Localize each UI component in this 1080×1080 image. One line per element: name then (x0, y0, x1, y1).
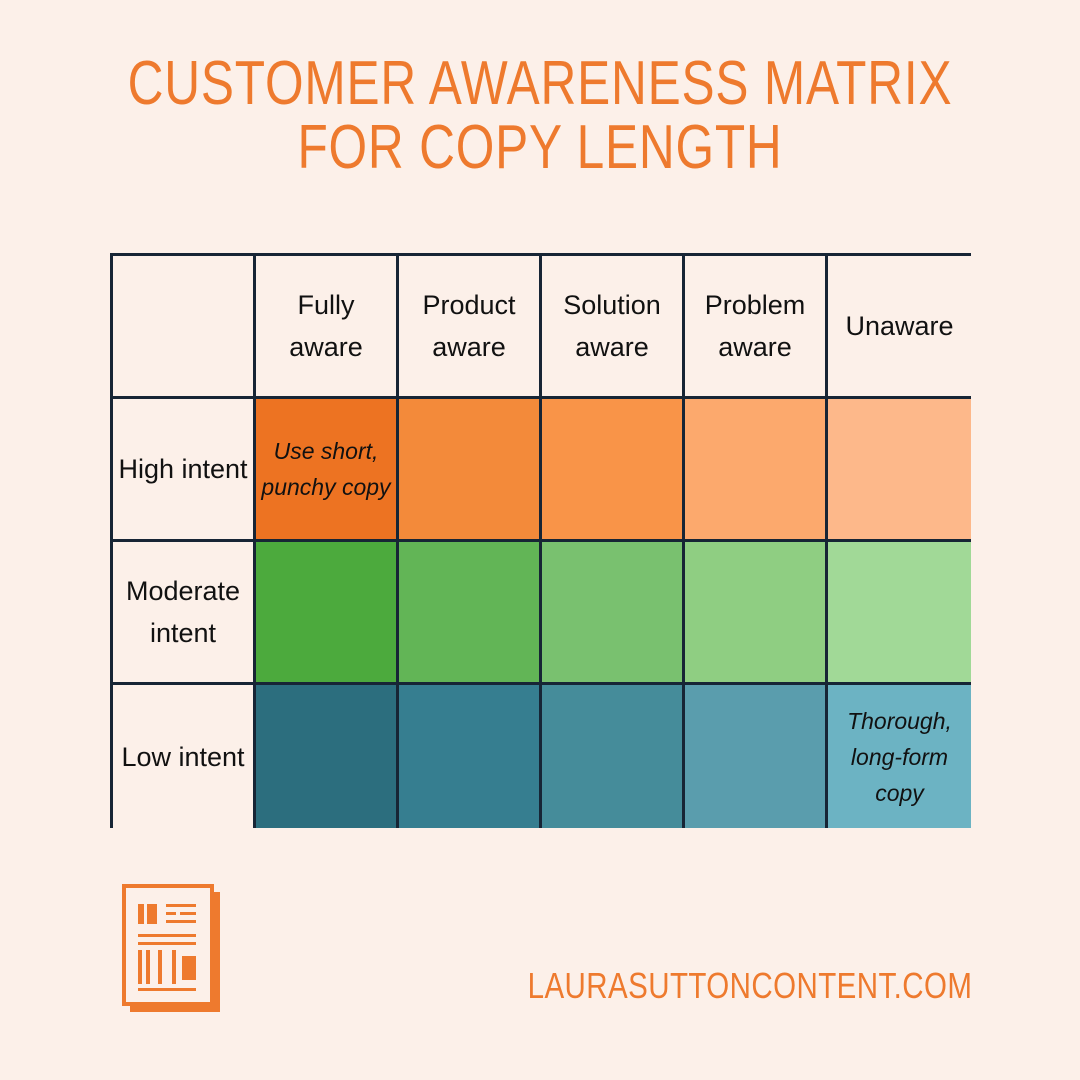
matrix-cell-low-solution-aware (542, 685, 685, 828)
logo-block (147, 904, 157, 924)
matrix-cell-moderate-fully-aware (256, 542, 399, 685)
matrix-cell-high-problem-aware (685, 399, 828, 542)
logo-line (166, 920, 196, 923)
title-line-2: FOR COPY LENGTH (297, 113, 783, 182)
title-line-1: CUSTOMER AWARENESS MATRIX (127, 49, 953, 118)
matrix-cell-moderate-problem-aware (685, 542, 828, 685)
logo-line (166, 904, 196, 907)
matrix-cell-low-product-aware (399, 685, 542, 828)
matrix-cell-low-unaware: Thorough, long-form copy (828, 685, 971, 828)
matrix-corner-cell (113, 256, 256, 399)
website-url: LAURASUTTONCONTENT.COM (527, 965, 972, 1006)
matrix-cell-high-fully-aware: Use short, punchy copy (256, 399, 399, 542)
matrix-cell-moderate-product-aware (399, 542, 542, 685)
column-header-problem-aware: Problem aware (685, 256, 828, 399)
matrix-cell-high-product-aware (399, 399, 542, 542)
logo-block (138, 904, 144, 924)
document-layout-icon (122, 884, 220, 1012)
page-title: CUSTOMER AWARENESS MATRIX FOR COPY LENGT… (108, 52, 972, 180)
column-header-fully-aware: Fully aware (256, 256, 399, 399)
matrix-cell-low-fully-aware (256, 685, 399, 828)
column-header-solution-aware: Solution aware (542, 256, 685, 399)
matrix-cell-moderate-unaware (828, 542, 971, 685)
matrix-cell-high-solution-aware (542, 399, 685, 542)
row-header-moderate-intent: Moderate intent (113, 542, 256, 685)
logo-line (166, 912, 176, 915)
awareness-matrix: Fully aware Product aware Solution aware… (110, 253, 971, 828)
logo-column (138, 950, 142, 984)
row-header-high-intent: High intent (113, 399, 256, 542)
logo-line (138, 988, 196, 991)
logo-column (158, 950, 162, 984)
logo-dotted-row (138, 942, 196, 945)
matrix-cell-low-problem-aware (685, 685, 828, 828)
logo-block (182, 956, 196, 980)
row-header-low-intent: Low intent (113, 685, 256, 828)
logo-column (172, 950, 176, 984)
logo-column (146, 950, 150, 984)
matrix-cell-high-unaware (828, 399, 971, 542)
matrix-cell-moderate-solution-aware (542, 542, 685, 685)
logo-line (180, 912, 196, 915)
logo-dotted-row (138, 934, 196, 937)
column-header-product-aware: Product aware (399, 256, 542, 399)
column-header-unaware: Unaware (828, 256, 971, 399)
